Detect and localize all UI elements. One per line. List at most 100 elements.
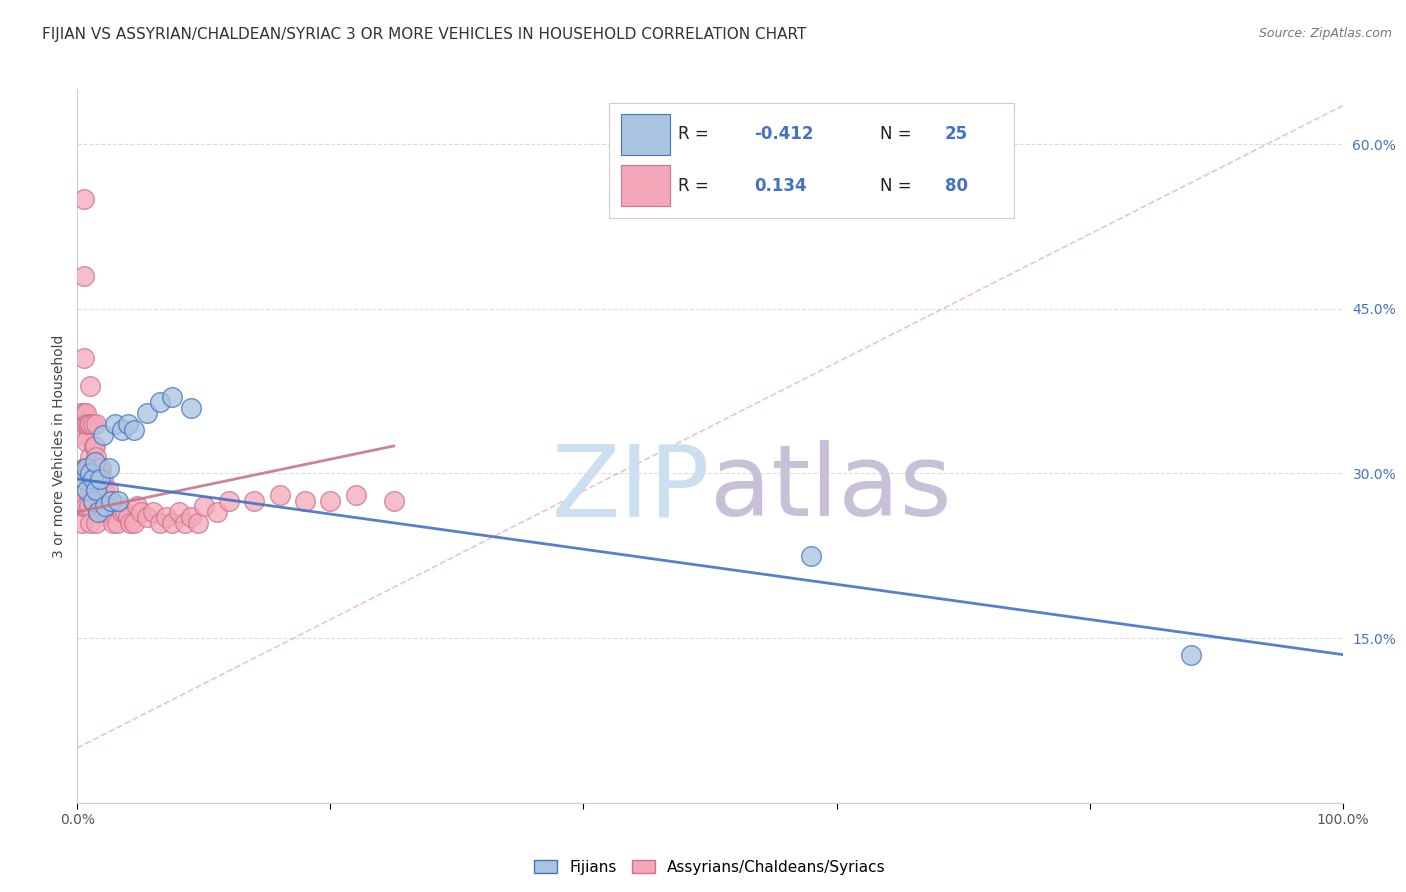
Point	[75, 434, 97, 448]
Point	[117, 510, 139, 524]
Point	[75, 500, 97, 514]
Point	[87, 483, 110, 497]
Point	[105, 516, 128, 530]
Point	[76, 461, 98, 475]
Point	[91, 472, 114, 486]
Point	[73, 461, 96, 475]
Point	[79, 467, 101, 481]
Point	[101, 516, 124, 530]
Point	[73, 472, 96, 486]
Point	[84, 439, 107, 453]
Point	[86, 461, 108, 475]
Text: atlas: atlas	[710, 441, 952, 537]
Point	[73, 500, 96, 514]
Point	[125, 500, 148, 514]
Text: ZIP: ZIP	[551, 441, 710, 537]
Point	[73, 406, 96, 420]
Point	[72, 467, 94, 481]
Legend: Fijians, Assyrians/Chaldeans/Syriacs: Fijians, Assyrians/Chaldeans/Syriacs	[529, 854, 891, 880]
Point	[174, 516, 197, 530]
Point	[82, 417, 104, 431]
Point	[86, 483, 108, 497]
Point	[73, 351, 96, 366]
Point	[79, 483, 101, 497]
Point	[75, 406, 97, 420]
Point	[124, 516, 146, 530]
Point	[98, 505, 120, 519]
Point	[77, 461, 100, 475]
Point	[75, 461, 97, 475]
Point	[108, 500, 131, 514]
Point	[77, 500, 100, 514]
Point	[98, 461, 120, 475]
Point	[205, 505, 228, 519]
Point	[79, 516, 101, 530]
Point	[79, 378, 101, 392]
Point	[100, 494, 122, 508]
Point	[70, 500, 93, 514]
Point	[104, 417, 127, 431]
Point	[83, 483, 105, 497]
Point	[124, 423, 146, 437]
Point	[90, 461, 112, 475]
Point	[294, 494, 316, 508]
Point	[73, 461, 96, 475]
Point	[86, 450, 108, 464]
Point	[142, 505, 165, 519]
Point	[86, 516, 108, 530]
Point	[73, 428, 96, 442]
Point	[76, 483, 98, 497]
Point	[84, 455, 107, 469]
Point	[75, 461, 97, 475]
Point	[136, 510, 159, 524]
Point	[243, 494, 266, 508]
Point	[82, 472, 104, 486]
Text: FIJIAN VS ASSYRIAN/CHALDEAN/SYRIAC 3 OR MORE VEHICLES IN HOUSEHOLD CORRELATION C: FIJIAN VS ASSYRIAN/CHALDEAN/SYRIAC 3 OR …	[42, 27, 807, 42]
Point	[180, 510, 202, 524]
Point	[83, 439, 105, 453]
Point	[149, 395, 172, 409]
Point	[319, 494, 342, 508]
Point	[82, 494, 104, 508]
Point	[94, 505, 117, 519]
Point	[218, 494, 240, 508]
Point	[73, 494, 96, 508]
Point	[91, 428, 114, 442]
Point	[84, 483, 107, 497]
Point	[136, 406, 159, 420]
Point	[107, 494, 129, 508]
Point	[94, 500, 117, 514]
Point	[120, 516, 142, 530]
Point	[86, 483, 108, 497]
Point	[89, 472, 111, 486]
Point	[82, 494, 104, 508]
Point	[269, 488, 291, 502]
Point	[193, 500, 215, 514]
Point	[180, 401, 202, 415]
Point	[89, 461, 111, 475]
Point	[117, 417, 139, 431]
Point	[104, 500, 127, 514]
Point	[73, 417, 96, 431]
Point	[82, 461, 104, 475]
Point	[100, 494, 122, 508]
Point	[149, 516, 172, 530]
Point	[79, 450, 101, 464]
Point	[155, 510, 177, 524]
Text: Source: ZipAtlas.com: Source: ZipAtlas.com	[1258, 27, 1392, 40]
Point	[111, 505, 132, 519]
Point	[79, 417, 101, 431]
Point	[77, 417, 100, 431]
Point	[1180, 648, 1202, 662]
Y-axis label: 3 or more Vehicles in Household: 3 or more Vehicles in Household	[52, 334, 66, 558]
Point	[111, 423, 132, 437]
Point	[162, 390, 183, 404]
Point	[72, 516, 94, 530]
Point	[382, 494, 405, 508]
Point	[89, 500, 111, 514]
Point	[73, 192, 96, 206]
Point	[114, 505, 136, 519]
Point	[800, 549, 823, 563]
Point	[86, 505, 108, 519]
Point	[162, 516, 183, 530]
